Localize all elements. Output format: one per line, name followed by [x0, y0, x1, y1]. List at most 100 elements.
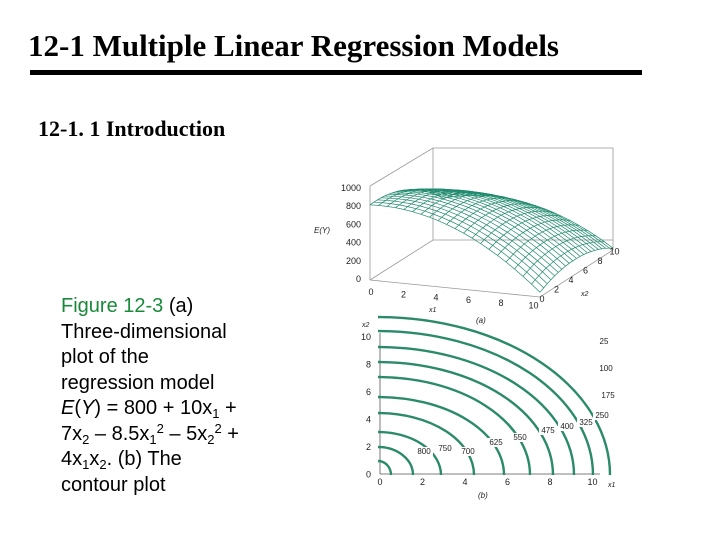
contour-lines [377, 315, 612, 476]
x2-tick-label: 2 [554, 285, 559, 295]
contour-value-label: 700 [461, 447, 475, 456]
contour-value-label: 625 [489, 438, 503, 447]
x1-tick-label: 8 [498, 298, 503, 308]
surface-mesh [369, 188, 614, 293]
z-tick-label: 200 [346, 256, 361, 266]
caption-line-4: regression model [61, 371, 215, 394]
surface-mesh-line [380, 197, 552, 280]
surface-mesh-line [442, 195, 614, 249]
contour-value-label: 475 [541, 426, 555, 435]
contour-y-tick-label: 6 [366, 387, 371, 397]
contour-y-tick-label: 10 [361, 332, 371, 342]
contour-label-bg [539, 426, 557, 435]
contour-value-label: 325 [579, 418, 593, 427]
contour-label-bg [415, 447, 433, 456]
x1-tick-label: 6 [466, 295, 471, 305]
contour-line [377, 445, 415, 476]
z-tick-label: 400 [346, 238, 361, 248]
surface-mesh-line [424, 189, 596, 251]
surface-mesh-line [369, 204, 541, 293]
surface-mesh-line [377, 199, 548, 284]
figure-label: Figure 12-3 [61, 295, 164, 317]
x1-tick-labels: 0 2 4 6 8 10 [368, 287, 538, 311]
contour-y-tick-labels: 10 8 6 4 2 0 [361, 332, 371, 480]
caption-line-5: E(Y) = 800 + 10x1 + [61, 397, 237, 421]
contour-x-tick-label: 4 [462, 477, 467, 487]
caption-line-7: 4x1x2. (b) The [61, 448, 182, 472]
contour-x-tick-label: 8 [547, 477, 552, 487]
surface-mesh-line [373, 201, 544, 289]
contour-label-bg [511, 433, 529, 442]
contour-value-label: 550 [513, 433, 527, 442]
surface-mesh-line [384, 195, 555, 277]
contour-line [377, 411, 476, 476]
surface-box [369, 147, 614, 298]
contour-value-label: 100 [599, 364, 613, 373]
x1-tick-label: 0 [368, 287, 373, 297]
contour-label-bg [593, 411, 611, 420]
caption-line-2: Three-dimensional [61, 320, 227, 343]
figure-caption: Figure 12-3 (a) Three-dimensional plot o… [61, 294, 291, 498]
contour-value-label: 175 [601, 391, 615, 400]
contour-line [377, 459, 393, 476]
z-tick-label: 600 [346, 219, 361, 229]
contour-y-tick-label: 0 [366, 470, 371, 480]
contour-x-tick-label: 6 [505, 477, 510, 487]
contour-label-bg [459, 447, 477, 456]
surface-mesh-line [395, 191, 566, 267]
surface-mesh-line [432, 191, 603, 250]
slide-title: 12-1 Multiple Linear Regression Models [28, 28, 559, 63]
contour-value-label: 25 [600, 337, 609, 346]
x1-axis-label: x1 [428, 307, 437, 314]
contour-label-bg [595, 337, 613, 346]
contour-label-bg [436, 444, 454, 453]
contour-line [377, 395, 506, 476]
section-heading: 12-1. 1 Introduction [38, 116, 226, 141]
x2-tick-label: 6 [583, 266, 588, 276]
z-axis-label: E(Y) [314, 226, 330, 235]
contour-value-label: 800 [417, 447, 431, 456]
contour-x-axis-label: x1 [607, 482, 616, 489]
contour-label-bg [487, 438, 505, 447]
panel-label-a: (a) [476, 316, 486, 325]
contour-x-tick-label: 0 [377, 477, 382, 487]
contour-y-tick-label: 8 [366, 360, 371, 370]
panel-label-b: (b) [478, 491, 488, 500]
z-tick-label: 1000 [341, 183, 361, 193]
x2-tick-label: 10 [609, 247, 619, 257]
surface-mesh-line [539, 247, 613, 293]
surface-mesh-line [388, 193, 559, 273]
contour-y-axis-label: x2 [361, 322, 370, 329]
contour-x-tick-label: 10 [587, 477, 597, 487]
surface-mesh-line [399, 190, 570, 264]
contour-value-label: 400 [560, 422, 574, 431]
contour-line [377, 360, 555, 476]
x1-tick-label: 2 [401, 290, 406, 300]
x1-tick-label: 10 [528, 301, 538, 311]
z-tick-label: 0 [356, 274, 361, 284]
caption-line-6: 7x2 – 8.5x12 – 5x22 + [61, 420, 239, 447]
surface-mesh-line [391, 192, 563, 270]
contour-y-tick-label: 2 [366, 442, 371, 452]
contour-x-tick-label: 2 [420, 477, 425, 487]
title-underline [30, 70, 642, 75]
x2-tick-label: 8 [597, 256, 602, 266]
contour-line [377, 430, 443, 476]
contour-label-bg [577, 418, 595, 427]
contour-line [377, 375, 532, 476]
caption-line-3: plot of the [61, 346, 149, 368]
x2-axis-label: x2 [580, 291, 589, 298]
contour-line [377, 345, 576, 476]
contour-line [377, 315, 612, 476]
caption-line-1: Figure 12-3 (a) [61, 295, 194, 317]
x2-tick-label: 4 [568, 275, 573, 285]
contour-label-bg [597, 364, 615, 373]
contour-value-label: 750 [438, 444, 452, 453]
contour-y-tick-label: 4 [366, 415, 371, 425]
contour-label-bg [599, 391, 617, 400]
